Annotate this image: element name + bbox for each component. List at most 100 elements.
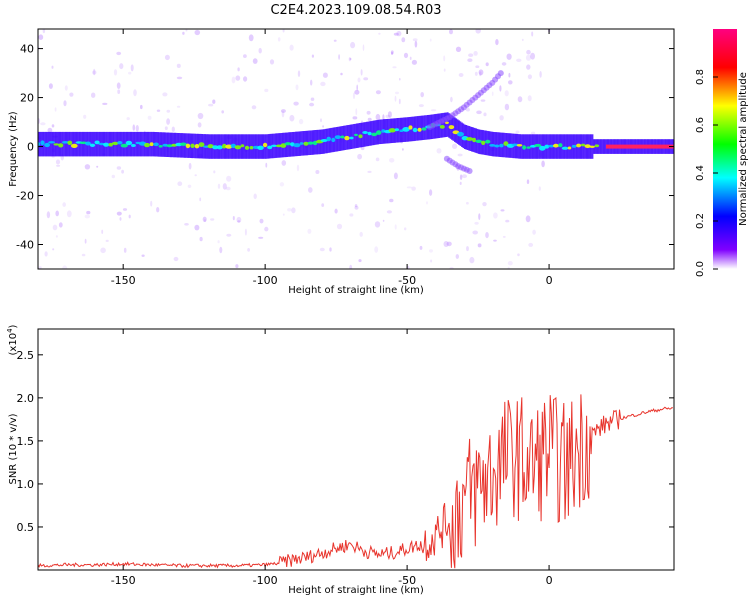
noise-blob — [467, 58, 473, 62]
noise-blob — [515, 130, 520, 134]
noise-blob — [468, 53, 474, 57]
noise-blob — [199, 197, 202, 202]
noise-blob — [392, 66, 397, 69]
ridge-core-blob — [516, 144, 523, 147]
noise-blob — [296, 164, 300, 172]
noise-blob — [38, 34, 44, 40]
ridge-core-blob — [271, 144, 278, 147]
noise-blob — [194, 224, 200, 231]
ridge-core-blob — [58, 143, 64, 148]
ridge-band-cell — [334, 127, 337, 152]
ridge-band-cell — [566, 134, 568, 159]
x-tick-label: 0 — [546, 574, 553, 587]
noise-blob — [399, 77, 401, 81]
ridge-band-cell — [570, 134, 573, 159]
noise-blob — [319, 247, 325, 252]
ridge-band-cell — [489, 131, 492, 156]
noise-blob — [176, 63, 181, 68]
colorbar-label: Normalized spectral amplitude — [738, 72, 749, 226]
snr-multiplier-label: (x104) — [6, 324, 19, 355]
ridge-band-cell — [419, 115, 422, 141]
ridge-band-cell — [136, 131, 138, 157]
noise-blob — [466, 246, 469, 252]
noise-blob — [338, 54, 340, 60]
ridge-core-blob — [180, 142, 187, 146]
noise-blob — [251, 105, 257, 110]
noise-blob — [162, 92, 168, 97]
ridge-core-blob — [522, 145, 527, 150]
x-tick-label: -100 — [253, 274, 278, 287]
noise-blob — [387, 111, 392, 118]
noise-blob — [452, 143, 458, 149]
noise-blob — [51, 124, 55, 128]
noise-blob — [100, 247, 106, 254]
noise-blob — [105, 239, 109, 242]
noise-blob — [393, 32, 399, 36]
noise-blob — [539, 71, 542, 78]
noise-blob — [123, 247, 127, 253]
noise-blob — [225, 186, 231, 191]
y-tick-label: 2.0 — [17, 392, 35, 405]
noise-blob — [457, 153, 463, 157]
noise-blob — [281, 110, 285, 118]
noise-blob — [128, 214, 131, 219]
snr-frame — [37, 328, 675, 571]
noise-blob — [84, 238, 87, 244]
ridge-core-blob — [567, 146, 572, 150]
noise-blob — [429, 249, 433, 253]
noise-blob — [374, 246, 379, 253]
y-tick-label: 0 — [27, 141, 34, 154]
colorbar-tick-label: 0.2 — [695, 213, 706, 229]
noise-blob — [310, 79, 313, 86]
noise-blob — [375, 90, 381, 95]
noise-blob — [188, 162, 192, 170]
ridge-band-cell — [330, 127, 333, 153]
ridge-core-blob — [120, 143, 128, 148]
noise-blob — [352, 92, 356, 100]
noise-blob — [83, 114, 87, 119]
noise-blob — [321, 203, 325, 208]
noise-blob — [406, 186, 412, 189]
noise-blob — [436, 148, 442, 154]
noise-blob — [126, 117, 130, 121]
noise-blob — [393, 172, 398, 180]
noise-blob — [354, 205, 359, 210]
noise-blob — [362, 44, 365, 51]
noise-blob — [81, 253, 86, 257]
noise-blob — [491, 91, 494, 97]
ridge-band-cell — [62, 131, 64, 157]
ridge-core-blob — [48, 141, 56, 144]
noise-blob — [116, 51, 122, 56]
noise-blob — [485, 232, 489, 239]
ridge-band-cell — [581, 134, 584, 159]
ridge-branch — [426, 70, 504, 130]
noise-blob — [480, 99, 486, 102]
y-tick-label: 2.5 — [17, 349, 35, 362]
ridge-band-cell — [493, 132, 496, 157]
ridge-band-cell — [490, 131, 493, 157]
noise-blob — [102, 102, 108, 105]
ridge-core-blob — [481, 140, 486, 145]
noise-blob — [508, 72, 511, 78]
ridge-core-blob — [225, 144, 233, 149]
noise-blob — [505, 219, 510, 223]
ridge-core-blob — [185, 143, 191, 149]
ridge-core-blob — [262, 142, 268, 148]
ridge-band-cell — [601, 139, 604, 154]
ridge-core-blob — [234, 145, 242, 150]
ridge-core-blob — [117, 141, 123, 145]
ridge-core-blob — [244, 145, 250, 150]
noise-blob — [475, 29, 481, 34]
ridge-core-blob — [70, 143, 78, 148]
ridge-core-blob — [584, 144, 591, 149]
noise-blob — [226, 175, 232, 182]
ridge-core-blob — [421, 127, 427, 131]
noise-blob — [184, 223, 189, 226]
ridge-band-cell — [365, 121, 368, 147]
noise-blob — [69, 92, 74, 97]
noise-blob — [84, 164, 91, 170]
y-tick-label: 40 — [20, 43, 34, 56]
noise-blob — [164, 126, 168, 130]
noise-blob — [96, 165, 99, 168]
ridge-core-blob — [331, 137, 336, 143]
